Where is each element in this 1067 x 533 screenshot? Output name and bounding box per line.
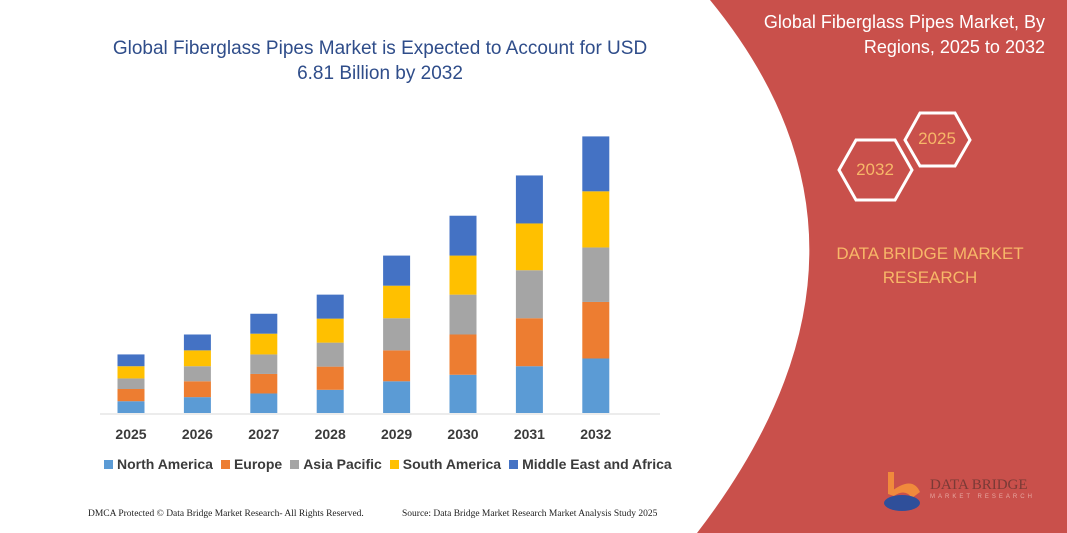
bar-2025-asia-pacific bbox=[117, 378, 145, 390]
bar-2026-middle-east-and-africa bbox=[183, 334, 211, 351]
bar-2028-north-america bbox=[316, 389, 344, 413]
x-tick-2028: 2028 bbox=[314, 426, 346, 442]
bar-2026-europe bbox=[183, 381, 211, 398]
x-tick-2030: 2030 bbox=[447, 426, 479, 442]
bar-2026-north-america bbox=[183, 397, 211, 413]
legend-item: Middle East and Africa bbox=[509, 456, 672, 472]
x-tick-2027: 2027 bbox=[248, 426, 280, 442]
bar-2031-middle-east-and-africa bbox=[515, 175, 543, 224]
legend-swatch bbox=[509, 459, 519, 469]
bar-2032-europe bbox=[582, 301, 610, 359]
brand-line1: DATA BRIDGE MARKET bbox=[836, 244, 1024, 263]
bar-2032-south-america bbox=[582, 191, 610, 248]
legend-swatch bbox=[220, 459, 230, 469]
bars-group bbox=[117, 136, 610, 413]
chart-title-line2: 6.81 Billion by 2032 bbox=[297, 63, 463, 84]
bar-2027-asia-pacific bbox=[250, 354, 278, 374]
hex-label-2025: 2025 bbox=[918, 129, 956, 148]
legend-label: Asia Pacific bbox=[303, 456, 382, 472]
bar-2025-south-america bbox=[117, 366, 145, 379]
bar-2030-middle-east-and-africa bbox=[449, 215, 477, 256]
bar-2029-north-america bbox=[383, 381, 411, 413]
bar-2025-north-america bbox=[117, 401, 145, 413]
bar-2028-middle-east-and-africa bbox=[316, 294, 344, 319]
red-panel bbox=[697, 0, 1067, 533]
bar-2025-middle-east-and-africa bbox=[117, 354, 145, 367]
footer-source: Source: Data Bridge Market Research Mark… bbox=[402, 509, 658, 519]
hexagon-2025 bbox=[903, 111, 972, 168]
bar-2028-asia-pacific bbox=[316, 342, 344, 367]
x-tick-2029: 2029 bbox=[381, 426, 413, 442]
bar-2031-south-america bbox=[515, 223, 543, 271]
x-tick-2025: 2025 bbox=[115, 426, 147, 442]
legend-label: South America bbox=[402, 456, 502, 472]
bar-2030-europe bbox=[449, 334, 477, 375]
x-tick-2032: 2032 bbox=[580, 426, 612, 442]
legend-label: Europe bbox=[233, 456, 283, 472]
logo-text: DATA BRIDGE bbox=[930, 477, 1028, 493]
legend-label: Middle East and Africa bbox=[522, 456, 672, 472]
bar-2030-asia-pacific bbox=[449, 294, 477, 335]
x-tick-2031: 2031 bbox=[513, 426, 545, 442]
bar-2027-south-america bbox=[250, 333, 278, 355]
legend-item: Asia Pacific bbox=[290, 456, 382, 472]
bar-2029-europe bbox=[383, 350, 411, 382]
x-tick-2026: 2026 bbox=[181, 426, 213, 442]
legend: North America Europe Asia Pacific South Ame… bbox=[104, 456, 672, 472]
bar-2027-middle-east-and-africa bbox=[250, 313, 278, 334]
bar-2028-europe bbox=[316, 366, 344, 390]
bar-2031-asia-pacific bbox=[515, 270, 543, 319]
bar-2030-south-america bbox=[449, 255, 477, 295]
bar-2027-europe bbox=[250, 373, 278, 394]
hexagon-2032 bbox=[837, 138, 914, 202]
logo-subtext: MARKET RESEARCH bbox=[930, 494, 1035, 500]
legend-item: Europe bbox=[220, 456, 283, 472]
legend-swatch bbox=[104, 459, 113, 469]
bar-2032-asia-pacific bbox=[582, 247, 610, 302]
bar-2031-north-america bbox=[515, 366, 543, 413]
bar-2029-south-america bbox=[383, 285, 411, 319]
bar-2032-middle-east-and-africa bbox=[582, 136, 610, 192]
brand-text: DATA BRIDGE MARKET RESEARCH bbox=[800, 242, 1060, 290]
legend-item: North America bbox=[104, 456, 213, 472]
bar-2030-north-america bbox=[449, 374, 477, 413]
bar-2028-south-america bbox=[316, 318, 344, 343]
panel-title-line1: Global Fiberglass Pipes Market, By bbox=[763, 12, 1045, 32]
legend-swatch bbox=[290, 459, 300, 469]
brand-line2: RESEARCH bbox=[882, 268, 978, 287]
panel-title: Global Fiberglass Pipes Market, By Regio… bbox=[715, 10, 1045, 60]
legend-swatch bbox=[389, 459, 399, 469]
chart-title: Global Fiberglass Pipes Market is Expect… bbox=[100, 36, 660, 86]
footer-copyright: DMCA Protected © Data Bridge Market Rese… bbox=[88, 509, 364, 519]
bar-2031-europe bbox=[515, 318, 543, 367]
hex-label-2032: 2032 bbox=[856, 160, 894, 179]
panel-title-line2: Regions, 2025 to 2032 bbox=[863, 37, 1045, 57]
logo-icon bbox=[884, 472, 920, 511]
legend-item: South America bbox=[389, 456, 502, 472]
bar-2029-middle-east-and-africa bbox=[383, 255, 411, 286]
chart-title-line1: Global Fiberglass Pipes Market is Expect… bbox=[112, 38, 648, 59]
bar-2026-south-america bbox=[183, 350, 211, 367]
legend-label: North America bbox=[117, 456, 213, 472]
bar-2025-europe bbox=[117, 389, 145, 402]
bar-2029-asia-pacific bbox=[383, 318, 411, 351]
bar-2026-asia-pacific bbox=[183, 366, 211, 382]
bar-2032-north-america bbox=[582, 358, 610, 413]
bar-2027-north-america bbox=[250, 393, 278, 413]
